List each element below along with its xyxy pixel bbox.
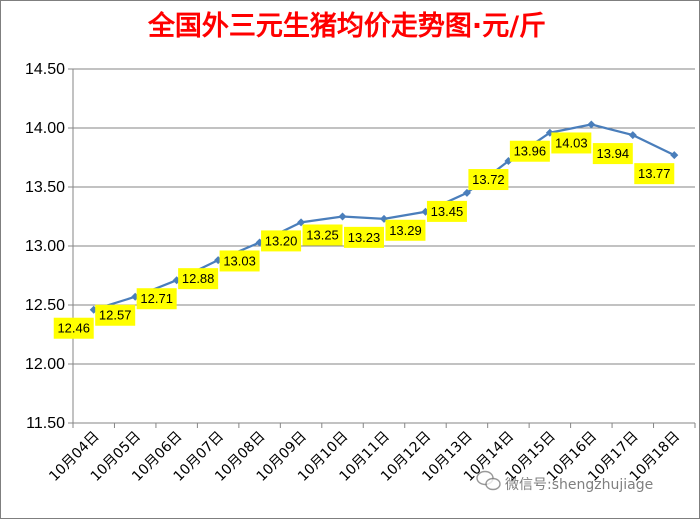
data-label: 13.96 [509, 140, 550, 162]
data-label: 12.71 [136, 288, 177, 310]
data-label-bg [95, 304, 136, 326]
data-label-bg [551, 132, 592, 154]
y-tick-label: 14.00 [25, 120, 65, 137]
data-label: 13.25 [302, 224, 343, 246]
data-label-text: 13.94 [597, 146, 630, 161]
data-point [587, 120, 596, 129]
data-label-text: 13.03 [223, 253, 256, 268]
y-tick-label: 12.50 [25, 297, 65, 314]
y-tick-label: 11.50 [26, 415, 65, 432]
data-point [628, 131, 637, 140]
data-labels: 12.46 12.57 12.71 12.88 13.03 13.20 13.25 13.23… [53, 132, 675, 339]
chart-title: 全国外三元生猪均价走势图·元/斤 [147, 10, 546, 42]
data-label: 13.45 [426, 200, 467, 222]
data-label-bg [468, 169, 509, 191]
data-point [297, 218, 306, 227]
data-label: 13.72 [468, 169, 509, 191]
data-label: 13.94 [592, 143, 633, 165]
data-label-bg [219, 250, 260, 272]
data-label: 13.77 [634, 163, 675, 185]
watermark-text: 微信号:shengzhujiage [505, 477, 653, 493]
data-point [670, 151, 679, 160]
data-label-bg [385, 219, 426, 241]
data-label-bg [302, 224, 343, 246]
data-label: 12.57 [95, 304, 136, 326]
data-label-text: 13.45 [431, 204, 464, 219]
wechat-icon [476, 470, 501, 491]
y-tick-label: 14.50 [25, 61, 65, 78]
data-label: 12.88 [178, 268, 219, 290]
data-label-text: 13.20 [265, 233, 298, 248]
data-label-text: 14.03 [555, 135, 588, 150]
data-label-text: 13.25 [306, 228, 339, 243]
data-label-text: 12.71 [140, 291, 173, 306]
data-label-text: 13.77 [638, 166, 671, 181]
y-tick-label: 12.00 [25, 356, 65, 373]
data-point [462, 188, 471, 197]
data-label-bg [426, 200, 467, 222]
watermark: 微信号:shengzhujiage [476, 470, 653, 493]
data-label-bg [136, 288, 177, 310]
data-label-text: 13.96 [514, 144, 547, 159]
data-label: 13.20 [261, 230, 302, 252]
data-label: 12.46 [53, 317, 94, 339]
data-label: 13.23 [344, 226, 384, 248]
data-label-text: 12.88 [182, 271, 215, 286]
y-tick-label: 13.00 [25, 238, 65, 255]
data-label: 13.03 [219, 250, 260, 272]
y-tick-label: 13.50 [25, 179, 65, 196]
data-label-text: 12.57 [99, 308, 132, 323]
data-label-bg [344, 226, 384, 248]
data-label-bg [261, 230, 302, 252]
data-label-text: 13.29 [389, 223, 422, 238]
data-point [338, 212, 347, 221]
data-label-bg [509, 140, 550, 162]
data-label-text: 13.23 [348, 230, 381, 245]
data-label-bg [178, 268, 219, 290]
data-point [504, 157, 513, 166]
data-label-bg [592, 143, 633, 165]
data-label-text: 13.72 [472, 172, 505, 187]
data-label-bg [53, 317, 94, 339]
data-label-bg [634, 163, 675, 185]
data-label: 14.03 [551, 132, 592, 154]
data-label-text: 12.46 [57, 321, 90, 336]
data-label: 13.29 [385, 219, 426, 241]
